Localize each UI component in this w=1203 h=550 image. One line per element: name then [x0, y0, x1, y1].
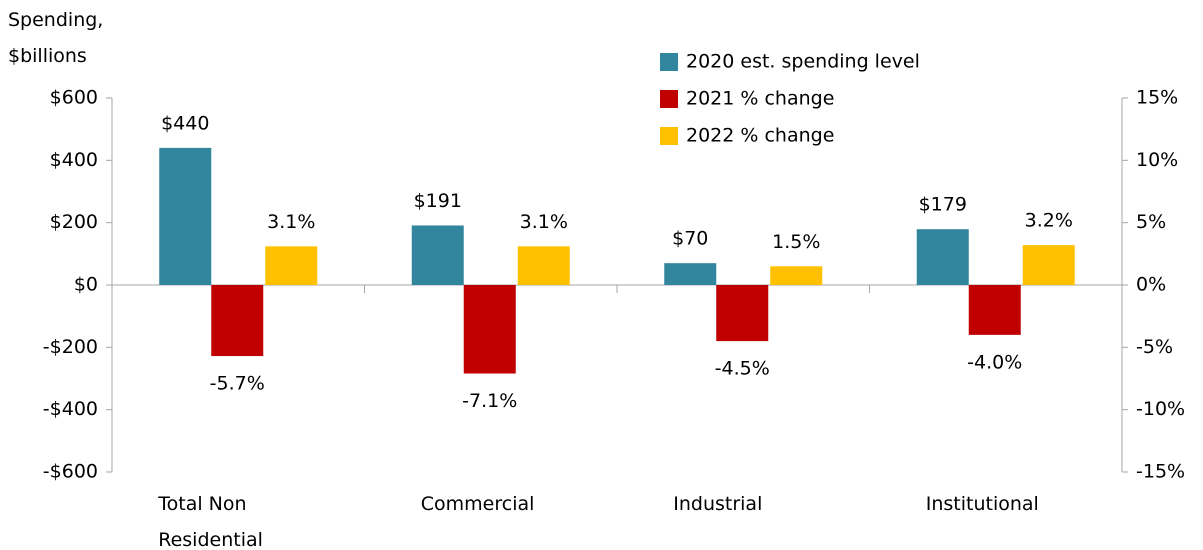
x-tick-label: Commercial: [420, 493, 535, 515]
y-tick-label: -$400: [43, 398, 98, 420]
data-label: 3.2%: [1025, 210, 1073, 232]
bar: [664, 263, 717, 285]
data-label: -4.5%: [715, 358, 770, 380]
data-label: 1.5%: [772, 231, 820, 253]
y2-tick-label: 15%: [1136, 87, 1178, 109]
bar: [265, 246, 318, 285]
data-label: -7.1%: [462, 390, 517, 412]
data-label: 3.1%: [520, 211, 568, 233]
y2-tick-label: -15%: [1136, 461, 1185, 483]
y-tick-label: $0: [74, 274, 98, 296]
y-tick-label: -$200: [43, 336, 98, 358]
data-label: -4.0%: [967, 351, 1022, 373]
x-tick-label: Industrial: [673, 493, 763, 515]
x-tick-label: Total Non Residential: [158, 493, 263, 550]
data-label: $440: [161, 112, 209, 134]
y-tick-label: -$600: [43, 461, 98, 483]
y2-tick-label: -5%: [1136, 336, 1173, 358]
y2-tick-label: 0%: [1136, 274, 1166, 296]
bar: [159, 147, 212, 285]
data-label: $70: [672, 228, 708, 250]
y-tick-label: $400: [50, 149, 98, 171]
bar: [1022, 245, 1075, 285]
legend-label: 2022 % change: [686, 125, 834, 147]
y-tick-label: $200: [50, 211, 98, 233]
legend-label: 2020 est. spending level: [686, 51, 920, 73]
y-axis-label: Spending, $billions: [8, 9, 104, 67]
bar: [716, 285, 769, 342]
bar: [211, 285, 264, 357]
bar: [968, 285, 1021, 335]
bar: [770, 266, 823, 285]
data-label: $191: [414, 190, 462, 212]
data-label: 3.1%: [267, 211, 315, 233]
x-tick-label: Institutional: [925, 493, 1039, 515]
legend-swatch: [660, 90, 678, 108]
data-label: -5.7%: [210, 373, 265, 395]
y2-tick-label: 10%: [1136, 149, 1178, 171]
y-tick-label: $600: [50, 87, 98, 109]
bar: [411, 225, 464, 285]
data-label: $179: [919, 194, 967, 216]
legend-swatch: [660, 53, 678, 71]
y2-tick-label: 5%: [1136, 211, 1166, 233]
bar: [916, 229, 969, 285]
bar: [463, 285, 516, 374]
y2-tick-label: -10%: [1136, 398, 1185, 420]
legend-label: 2021 % change: [686, 88, 834, 110]
legend-swatch: [660, 127, 678, 145]
bar: [517, 246, 570, 285]
